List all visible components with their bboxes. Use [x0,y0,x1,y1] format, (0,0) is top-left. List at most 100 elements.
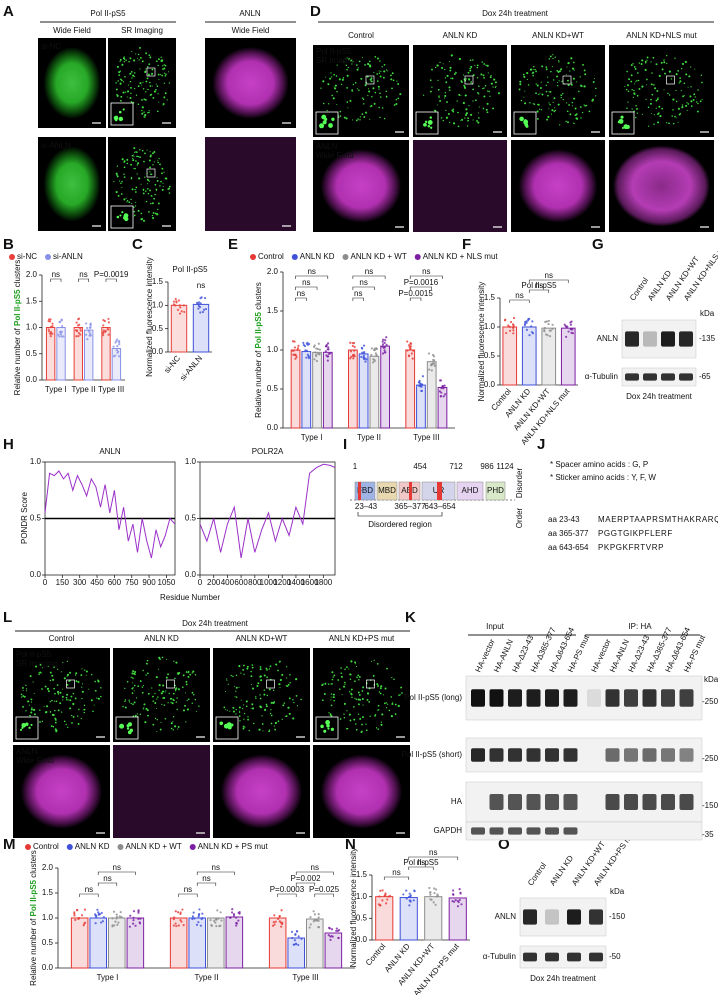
sr-spot [369,78,372,81]
jitter-dot [569,323,573,326]
sr-spot [224,691,227,693]
significance: ns [307,267,315,276]
jitter-dot [439,395,443,398]
sr-spot [524,90,526,92]
sr-spot [373,71,375,74]
jitter-dot [379,889,382,892]
sr-spot [60,671,62,673]
sr-spot [636,94,639,97]
sr-spot [240,672,242,674]
sr-spot [140,84,142,86]
jitter-dot [523,322,527,325]
sr-spot [529,68,533,71]
sr-spot [71,714,73,717]
jitter-dot [307,357,311,360]
sig-bracket [409,275,443,279]
sr-spot [259,694,261,696]
sr-spot [624,85,626,87]
sig-bracket [408,856,459,860]
y-tick-label: 0.0 [152,347,164,356]
significance: ns [359,278,367,287]
sr-spot [343,702,346,705]
inset-spot [30,723,33,726]
sr-spot [273,701,276,703]
jitter-dot [327,346,330,349]
sr-spot [136,164,139,166]
sr-spot [158,101,160,103]
sr-spot [248,729,250,732]
y-axis-label: Relative number of Pol II-pS5 clusters [254,282,263,418]
sr-spot [480,73,483,76]
sr-spot [519,80,522,83]
sr-spot [532,71,535,74]
sr-spot [498,92,501,95]
y-tick-label: 1.5 [26,296,38,305]
inset-spot [523,120,527,124]
jitter-dot [58,321,61,324]
sr-spot [122,705,124,708]
sr-spot [94,680,96,683]
jitter-dot [197,304,200,308]
jitter-dot [317,919,320,922]
sr-spot [144,114,147,117]
sr-spot [346,87,348,89]
sr-spot [668,94,671,96]
band [523,952,537,962]
sr-spot [579,76,581,78]
sr-spot [468,67,470,69]
sr-spot [467,119,469,122]
x-tick-label: 1200 [273,578,291,587]
sr-spot [562,98,564,101]
sr-spot [223,706,226,709]
sr-spot [682,95,684,98]
jitter-dot [429,898,432,901]
sr-spot [137,209,140,212]
jitter-dot [199,311,202,314]
sr-spot [349,678,352,680]
sr-spot [157,696,159,698]
sr-spot [139,56,142,59]
sr-spot [273,725,275,727]
jitter-dot [274,920,277,923]
sr-spot [145,200,148,203]
band [508,689,522,707]
region-label: 365–377 [394,502,426,511]
sr-spot [464,114,467,117]
sr-spot [559,70,561,73]
sr-spot [456,100,458,102]
jitter-dot [235,922,239,925]
sr-spot [168,82,171,84]
jitter-dot [215,924,218,928]
sr-spot [146,77,149,80]
sr-spot [339,718,342,720]
sr-spot [686,109,688,111]
sig-bracket [196,882,217,886]
bar [169,917,188,969]
sr-spot [468,105,470,107]
sr-spot [523,96,525,98]
jitter-dot [410,352,413,355]
sr-spot [551,109,554,112]
x-tick-label: Type II [71,385,95,394]
sr-spot [133,210,136,213]
sr-spot [154,702,157,705]
domain [456,481,484,501]
jitter-dot [428,368,431,371]
sr-spot [149,85,152,87]
sr-spot [527,84,530,86]
sr-spot [345,58,347,60]
bar [369,355,380,429]
y-axis-label: Relative number of Pol II-pS5 clusters [13,260,22,396]
sr-spot [469,59,471,61]
sr-spot [146,659,149,662]
jitter-dot [438,379,442,382]
jitter-dot [440,387,443,390]
sr-spot [545,90,548,93]
sr-spot [145,52,148,55]
roi [562,75,572,85]
sr-spot [595,95,597,97]
blot-label: Pol II-pS5 (long) [404,693,462,702]
sr-spot [489,95,491,97]
jitter-dot [75,329,79,332]
jitter-dot [318,353,321,356]
